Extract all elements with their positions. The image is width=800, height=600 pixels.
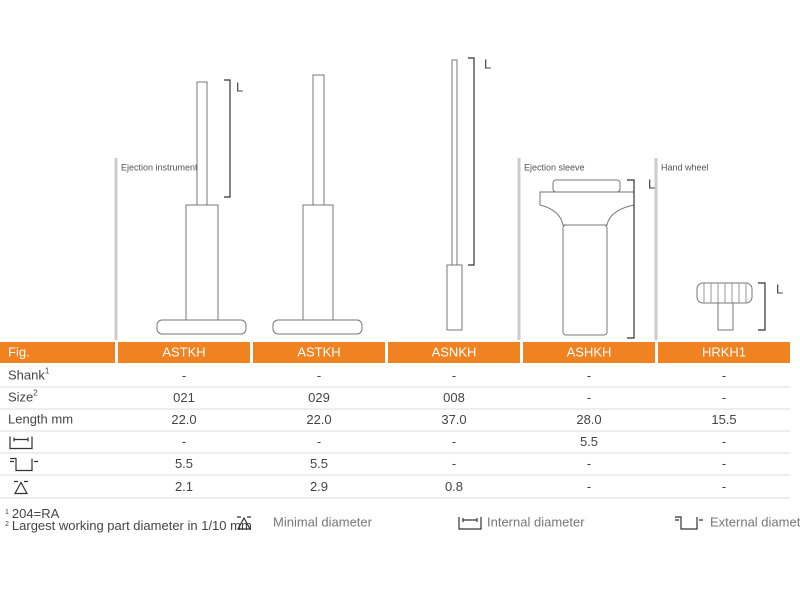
dimension-label: L bbox=[776, 281, 783, 296]
external-icon bbox=[675, 516, 703, 530]
cell-value: - bbox=[587, 368, 591, 383]
cell-value: - bbox=[317, 368, 321, 383]
footnote-mark: 1 bbox=[5, 509, 9, 516]
cell-value: 22.0 bbox=[171, 412, 196, 427]
dimension-label: L bbox=[236, 79, 243, 94]
cell-value: 5.5 bbox=[175, 456, 193, 471]
row-label-text: Size bbox=[8, 390, 33, 405]
header-cell bbox=[658, 342, 790, 363]
cell-value: 2.9 bbox=[310, 479, 328, 494]
drawing bbox=[156, 79, 247, 335]
cell-value: 021 bbox=[173, 390, 195, 405]
cell-value: 5.5 bbox=[310, 456, 328, 471]
header-cell bbox=[118, 342, 250, 363]
minimal-icon bbox=[236, 516, 252, 530]
header-cell bbox=[253, 342, 385, 363]
header-cell bbox=[388, 342, 520, 363]
footnote-mark: 2 bbox=[5, 521, 9, 528]
cell-value: - bbox=[452, 456, 456, 471]
cell-value: - bbox=[722, 390, 726, 405]
cell-value: - bbox=[452, 434, 456, 449]
cell-value: - bbox=[722, 368, 726, 383]
internal-icon bbox=[9, 436, 33, 450]
row-label: Size2 bbox=[8, 389, 38, 405]
cell-value: 2.1 bbox=[175, 479, 193, 494]
column-header: ASTKH bbox=[297, 344, 340, 359]
column-header: ASHKH bbox=[567, 344, 612, 359]
row-label-text: Shank bbox=[8, 368, 45, 383]
external-icon bbox=[10, 457, 38, 472]
legend-text: External diameter bbox=[710, 514, 800, 529]
row-label-text: Length mm bbox=[8, 412, 73, 427]
column-header: ASNKH bbox=[432, 344, 477, 359]
cell-value: 5.5 bbox=[580, 434, 598, 449]
drawing bbox=[446, 57, 475, 331]
dimension-label: L bbox=[648, 176, 655, 191]
cell-value: 22.0 bbox=[306, 412, 331, 427]
cell-value: - bbox=[587, 479, 591, 494]
row-label: Shank1 bbox=[8, 367, 50, 383]
dimension-label: L bbox=[484, 56, 491, 71]
cell-value: - bbox=[317, 434, 321, 449]
drawing bbox=[539, 179, 635, 339]
cell-value: 15.5 bbox=[711, 412, 736, 427]
cell-value: - bbox=[587, 456, 591, 471]
cell-value: 008 bbox=[443, 390, 465, 405]
header-cell bbox=[523, 342, 655, 363]
footnote-text: Largest working part diameter in 1/10 mm bbox=[12, 518, 252, 533]
cell-value: - bbox=[182, 434, 186, 449]
row-label-sup: 1 bbox=[45, 367, 50, 376]
cell-value: - bbox=[722, 479, 726, 494]
footnote-text: 204=RA bbox=[12, 506, 60, 521]
cell-value: 37.0 bbox=[441, 412, 466, 427]
cell-value: 0.8 bbox=[445, 479, 463, 494]
cell-value: 029 bbox=[308, 390, 330, 405]
section-label: Hand wheel bbox=[661, 162, 709, 172]
internal-icon bbox=[458, 517, 482, 530]
cell-value: 28.0 bbox=[576, 412, 601, 427]
column-header: ASTKH bbox=[162, 344, 205, 359]
section-label: Ejection sleeve bbox=[524, 162, 585, 172]
cell-value: - bbox=[587, 390, 591, 405]
header-cell bbox=[0, 342, 115, 363]
row-label: Length mm bbox=[8, 412, 73, 427]
column-header: HRKH1 bbox=[702, 344, 746, 359]
cell-value: - bbox=[182, 368, 186, 383]
drawing bbox=[272, 74, 363, 335]
cell-value: - bbox=[722, 456, 726, 471]
legend-text: Minimal diameter bbox=[273, 514, 373, 529]
cell-value: - bbox=[452, 368, 456, 383]
section-label: Ejection instruments bbox=[121, 162, 203, 172]
legend-text: Internal diameter bbox=[487, 514, 585, 529]
header-label: Fig. bbox=[8, 344, 30, 359]
minimal-icon bbox=[13, 480, 29, 495]
cell-value: - bbox=[722, 434, 726, 449]
row-label-sup: 2 bbox=[33, 389, 38, 398]
drawing bbox=[696, 282, 766, 331]
footnote: 1 204=RA bbox=[5, 506, 60, 521]
footnote: 2 Largest working part diameter in 1/10 m… bbox=[5, 518, 252, 533]
